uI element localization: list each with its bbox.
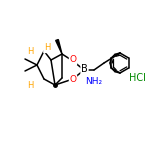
Polygon shape	[56, 40, 62, 54]
Text: H: H	[27, 81, 33, 90]
Text: B: B	[81, 64, 88, 74]
Text: O: O	[69, 55, 76, 64]
Text: H: H	[44, 43, 50, 52]
Text: O: O	[69, 76, 76, 85]
Text: H: H	[27, 47, 33, 55]
Text: HCl: HCl	[129, 73, 145, 83]
Text: NH₂: NH₂	[85, 76, 103, 85]
